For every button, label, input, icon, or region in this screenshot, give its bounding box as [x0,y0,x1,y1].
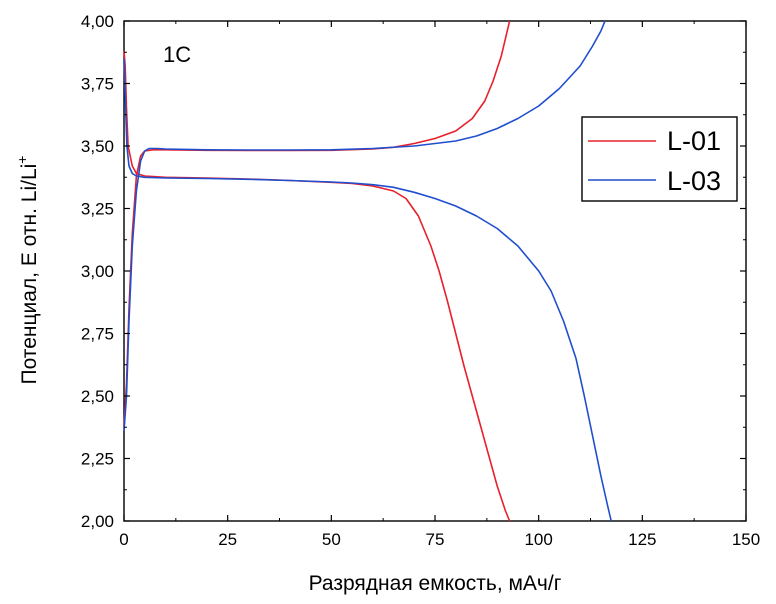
x-tick-label: 50 [322,530,341,549]
x-tick-label: 25 [218,530,237,549]
x-tick-label: 100 [524,530,552,549]
x-axis-title: Разрядная емкость, мАч/г [309,572,562,595]
x-tick-label: 75 [426,530,445,549]
legend-label-l01: L-01 [667,126,721,156]
series-l-03-charge-line [123,20,606,432]
x-tick-label: 125 [628,530,656,549]
series-l-01-charge-line [123,20,511,427]
legend-box [581,116,738,202]
plot-frame [123,20,747,522]
legend: L-01 L-03 [581,116,738,202]
y-tick-label: 2,50 [81,387,114,406]
y-axis-title-main: Потенциал, E отн. Li/Li [18,164,41,385]
y-tick-label: 3,50 [81,137,114,156]
x-tick-label: 0 [119,530,128,549]
series-l-03-discharge-line [123,58,612,522]
y-axis-title: Потенциал, E отн. Li/Li+ [14,156,41,385]
y-tick-label: 3,25 [81,200,114,219]
y-axis-title-sup: + [14,156,30,164]
y-tick-label: 3,75 [81,75,114,94]
ticks-layer: 0 25 50 75 100 125 150 2,00 2,25 2,50 2,75 3,00 3,25… [81,12,760,549]
y-tick-label: 2,75 [81,325,114,344]
series-l-01-discharge-line [123,50,511,522]
y-tick-label: 2,25 [81,450,114,469]
y-tick-label: 3,00 [81,262,114,281]
legend-label-l03: L-03 [667,166,721,196]
annotation-label: 1C [163,42,191,67]
series-layer [123,20,612,522]
x-tick-label: 150 [732,530,760,549]
y-tick-label: 2,00 [81,512,114,531]
y-tick-label: 4,00 [81,12,114,31]
